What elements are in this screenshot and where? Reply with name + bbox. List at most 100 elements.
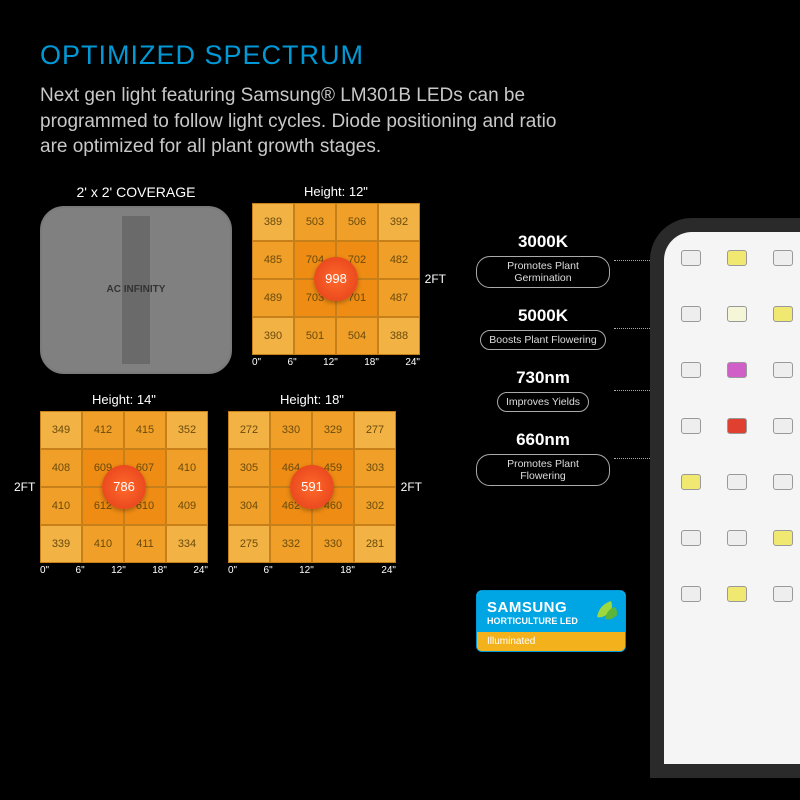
leaf-icon bbox=[589, 597, 619, 627]
spectrum-item: 730nm Improves Yields bbox=[476, 368, 610, 412]
led-chip bbox=[681, 306, 701, 322]
spectrum-value: 5000K bbox=[476, 306, 610, 326]
ppfd-cell: 489 bbox=[252, 279, 294, 317]
led-chip bbox=[773, 306, 793, 322]
ppfd-cell: 482 bbox=[378, 241, 420, 279]
led-chip bbox=[681, 362, 701, 378]
led-chip bbox=[727, 586, 747, 602]
led-chip bbox=[773, 474, 793, 490]
brand-label: AC INFINITY bbox=[107, 284, 166, 295]
ppfd-cell: 303 bbox=[354, 449, 396, 487]
ppfd-chart-14in: Height: 14"34941241535240860960741041061… bbox=[40, 392, 208, 576]
led-row bbox=[668, 530, 800, 546]
ppfd-grid: 3895035063924857047024824897037014873905… bbox=[252, 203, 420, 355]
device-panel bbox=[650, 218, 800, 778]
spectrum-desc: Improves Yields bbox=[497, 392, 589, 412]
chart-ticks: 0"6"12"18"24" bbox=[40, 563, 208, 576]
ppfd-grid: 2723303292773054644593033044624603022753… bbox=[228, 411, 396, 563]
ppfd-center-value: 786 bbox=[102, 465, 146, 509]
ppfd-center-value: 998 bbox=[314, 257, 358, 301]
led-chip bbox=[681, 474, 701, 490]
led-row bbox=[668, 586, 800, 602]
page-description: Next gen light featuring Samsung® LM301B… bbox=[40, 83, 560, 160]
ppfd-cell: 501 bbox=[294, 317, 336, 355]
page-title: OPTIMIZED SPECTRUM bbox=[40, 40, 560, 71]
led-row bbox=[668, 306, 800, 322]
ppfd-cell: 503 bbox=[294, 203, 336, 241]
ppfd-cell: 352 bbox=[166, 411, 208, 449]
spectrum-item: 3000K Promotes Plant Germination bbox=[476, 232, 610, 288]
ppfd-cell: 275 bbox=[228, 525, 270, 563]
ppfd-cell: 410 bbox=[166, 449, 208, 487]
badge-bottom: Illuminated bbox=[477, 632, 625, 651]
samsung-badge: SAMSUNG HORTICULTURE LED Illuminated bbox=[476, 590, 626, 652]
chart-ticks: 0"6"12"18"24" bbox=[252, 355, 420, 368]
led-chip bbox=[727, 418, 747, 434]
led-chip bbox=[727, 362, 747, 378]
ppfd-cell: 277 bbox=[354, 411, 396, 449]
ppfd-grid: 3494124153524086096074104106126104093394… bbox=[40, 411, 208, 563]
ppfd-cell: 410 bbox=[82, 525, 124, 563]
ppfd-cell: 415 bbox=[124, 411, 166, 449]
spectrum-desc: Promotes Plant Germination bbox=[476, 256, 610, 288]
led-chip bbox=[727, 474, 747, 490]
ppfd-cell: 330 bbox=[270, 411, 312, 449]
led-chip bbox=[773, 250, 793, 266]
connector-line bbox=[614, 328, 654, 329]
led-chip bbox=[681, 530, 701, 546]
ppfd-cell: 349 bbox=[40, 411, 82, 449]
ppfd-cell: 411 bbox=[124, 525, 166, 563]
spectrum-value: 730nm bbox=[476, 368, 610, 388]
ppfd-cell: 392 bbox=[378, 203, 420, 241]
led-chip bbox=[773, 362, 793, 378]
led-row bbox=[668, 362, 800, 378]
led-chip bbox=[773, 530, 793, 546]
ppfd-cell: 409 bbox=[166, 487, 208, 525]
ppfd-chart-12in: Height: 12"38950350639248570470248248970… bbox=[252, 184, 420, 374]
led-row bbox=[668, 418, 800, 434]
ppfd-cell: 329 bbox=[312, 411, 354, 449]
spectrum-desc: Promotes Plant Flowering bbox=[476, 454, 610, 486]
connector-line bbox=[614, 390, 654, 391]
led-chip bbox=[681, 418, 701, 434]
ppfd-cell: 390 bbox=[252, 317, 294, 355]
ppfd-cell: 389 bbox=[252, 203, 294, 241]
spectrum-item: 5000K Boosts Plant Flowering bbox=[476, 306, 610, 350]
ppfd-cell: 281 bbox=[354, 525, 396, 563]
spectrum-item: 660nm Promotes Plant Flowering bbox=[476, 430, 610, 486]
led-chip bbox=[727, 306, 747, 322]
spectrum-value: 660nm bbox=[476, 430, 610, 450]
charts-area: 2' x 2' COVERAGE AC INFINITY Height: 12"… bbox=[40, 184, 460, 576]
coverage-label: 2' x 2' COVERAGE bbox=[40, 184, 232, 206]
spectrum-desc: Boosts Plant Flowering bbox=[480, 330, 605, 350]
ppfd-cell: 408 bbox=[40, 449, 82, 487]
led-chip bbox=[681, 250, 701, 266]
led-row bbox=[668, 474, 800, 490]
spectrum-value: 3000K bbox=[476, 232, 610, 252]
ppfd-cell: 272 bbox=[228, 411, 270, 449]
chart-side-label: 2FT bbox=[401, 480, 422, 494]
ppfd-cell: 332 bbox=[270, 525, 312, 563]
chart-title: Height: 12" bbox=[252, 184, 420, 203]
chart-title: Height: 14" bbox=[40, 392, 208, 411]
chart-side-label: 2FT bbox=[425, 272, 446, 286]
ppfd-cell: 485 bbox=[252, 241, 294, 279]
ppfd-cell: 487 bbox=[378, 279, 420, 317]
spectrum-list: 3000K Promotes Plant Germination 5000K Boos… bbox=[476, 232, 610, 504]
ppfd-cell: 304 bbox=[228, 487, 270, 525]
ppfd-chart-18in: Height: 18"27233032927730546445930330446… bbox=[228, 392, 396, 576]
ppfd-cell: 334 bbox=[166, 525, 208, 563]
chart-side-label: 2FT bbox=[14, 480, 35, 494]
led-chip bbox=[727, 530, 747, 546]
led-row bbox=[668, 250, 800, 266]
led-chip bbox=[681, 586, 701, 602]
coverage-panel: 2' x 2' COVERAGE AC INFINITY bbox=[40, 184, 232, 374]
led-chip bbox=[727, 250, 747, 266]
chart-ticks: 0"6"12"18"24" bbox=[228, 563, 396, 576]
ppfd-cell: 504 bbox=[336, 317, 378, 355]
connector-line bbox=[614, 458, 654, 459]
ppfd-cell: 339 bbox=[40, 525, 82, 563]
led-chip bbox=[773, 418, 793, 434]
ppfd-cell: 305 bbox=[228, 449, 270, 487]
ppfd-cell: 330 bbox=[312, 525, 354, 563]
